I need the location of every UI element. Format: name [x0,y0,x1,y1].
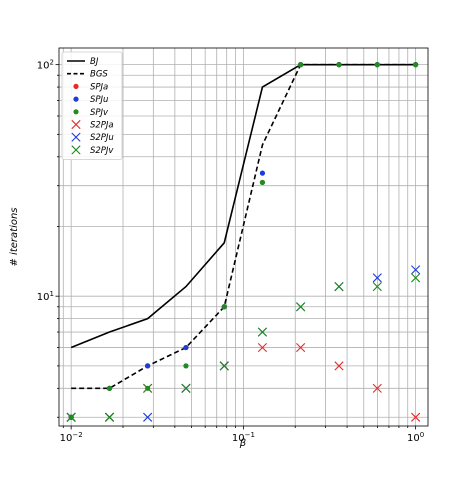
marker-s2pja [257,342,268,353]
point-spjv [145,385,151,391]
y-axis-label: # iterations [9,207,20,266]
legend-label-s2pjv: S2PJv [90,146,114,156]
legend-dot-spju [73,96,79,102]
legend-entry-spja: SPJa [73,82,108,92]
legend: BJ BGS SPJa SPJu SPJv S2PJa S2PJu S2PJv [61,51,123,160]
marker-s2pja [296,342,306,353]
marker-s2pjv [372,282,382,292]
point-spjv [68,414,74,420]
ticks: 10−2 10−1 100 101 102 [37,59,424,444]
legend-label-bj: BJ [90,57,99,67]
legend-entry-bgs: BGS [67,70,108,80]
legend-entry-s2pja: S2PJa [71,119,114,131]
marker-s2pja [334,361,344,371]
grid [59,48,428,426]
marker-s2pja [411,412,421,422]
legend-label-spja: SPJa [90,82,108,92]
legend-label-spjv: SPJv [90,108,109,118]
marker-s2pjv [104,412,115,422]
legend-dot-spja [73,83,79,89]
marker-s2pju [372,273,382,283]
point-spjv [259,179,266,186]
legend-entry-s2pjv: S2PJv [71,145,114,156]
x-tick-label: 10−2 [60,431,83,444]
point-spjv [221,304,227,310]
legend-entry-spjv: SPJv [73,108,109,118]
marker-s2pjv [257,327,268,337]
plot-area [66,62,421,422]
legend-entry-spju: SPJu [73,95,108,105]
legend-label-bgs: BGS [90,70,108,80]
legend-entry-bj: BJ [67,57,99,67]
legend-entry-s2pju: S2PJu [71,132,114,143]
marker-s2pju [143,412,153,422]
series-bgs [71,63,416,390]
legend-box [61,51,123,160]
marker-s2pja [372,383,382,393]
point-spjv [413,62,419,68]
marker-s2pjv [219,361,229,371]
marker-s2pju [411,265,421,275]
x-tick-label: 10−1 [232,431,255,444]
point-spjv [106,385,113,391]
marker-s2pjv [334,282,344,292]
point-spjv [374,62,380,68]
series-spjv [68,62,419,420]
y-tick-label: 102 [37,59,54,72]
legend-x-s2pjv [71,145,81,155]
line-bj [70,63,416,349]
point-spju [145,363,151,369]
legend-dot-spjv [73,109,79,115]
legend-label-s2pja: S2PJa [90,121,114,131]
legend-label-spju: SPJu [90,95,108,105]
line-bgs [71,63,416,390]
series-bj [70,63,416,349]
point-spju [259,170,266,176]
point-spjv [336,62,342,68]
marker-s2pjv [411,273,421,283]
legend-x-s2pju [71,132,81,142]
point-spjv [298,62,304,68]
point-spju [183,344,189,351]
point-spjv [183,363,189,369]
marker-s2pjv [296,302,306,312]
x-axis-label: β [239,438,247,449]
marker-s2pjv [181,383,191,393]
x-tick-label: 100 [407,431,424,444]
legend-x-s2pja [71,119,81,130]
legend-label-s2pju: S2PJu [90,133,114,143]
y-tick-label: 101 [37,290,54,303]
